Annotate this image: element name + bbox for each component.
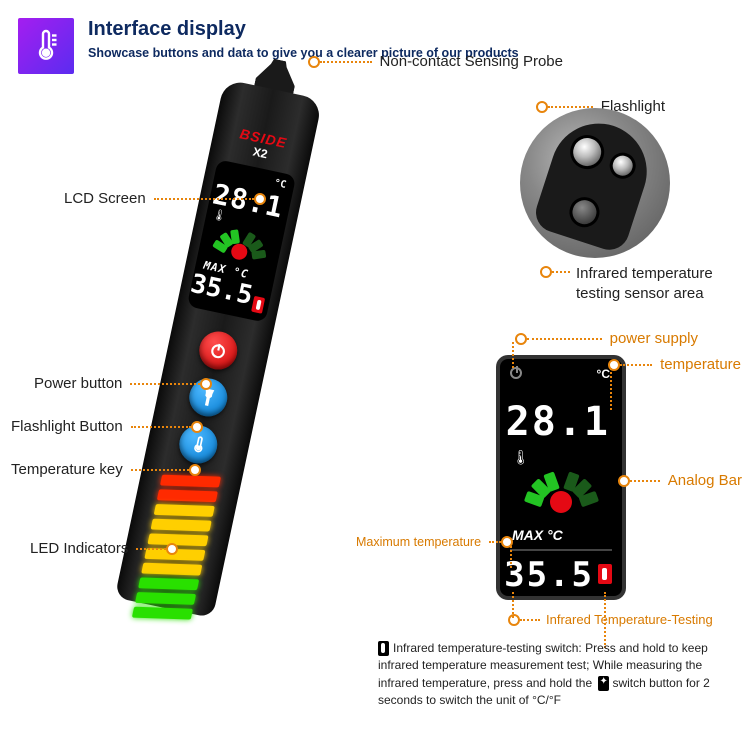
- led-bar: [135, 592, 196, 605]
- callout-power-button: Power button: [34, 375, 219, 392]
- temperature-reading: 28.1: [506, 399, 610, 445]
- led-bar: [154, 504, 215, 517]
- flashlight-detail: [520, 108, 670, 258]
- connector-line: [510, 546, 512, 568]
- led-bar: [157, 489, 218, 502]
- callout-flashlight-button: Flashlight Button: [11, 418, 211, 435]
- power-icon: [510, 367, 522, 379]
- ir-switch-icon: [378, 641, 389, 656]
- callout-temperature-key: Temperature key: [11, 461, 201, 478]
- device-illustration: BSIDE X2 °C 28.1 🌡 MAX °C 35.5: [115, 50, 329, 619]
- analog-dial: [211, 223, 270, 266]
- led-bar: [138, 577, 199, 590]
- infrared-icon: [251, 296, 265, 314]
- thermometer-small-icon: 🌡: [512, 449, 530, 466]
- lcd-panel-detail: °C 28.1 🌡 MAX °C 35.5: [496, 355, 626, 600]
- callout-lcd-screen: LCD Screen: [64, 190, 269, 207]
- footnote: Infrared temperature-testing switch: Pre…: [378, 640, 733, 710]
- infrared-icon: [598, 564, 612, 584]
- callout-ir-testing: Infrared Temperature-Testing: [508, 612, 738, 627]
- flashlight-lens-icon: [606, 149, 639, 182]
- flashlight-switch-icon: [598, 676, 609, 691]
- dial-center-icon: [550, 491, 572, 513]
- callout-probe: Non-contact Sensing Probe: [308, 53, 563, 70]
- callout-power-supply: power supply: [508, 330, 698, 347]
- power-button[interactable]: [196, 328, 241, 373]
- led-bar: [151, 519, 212, 532]
- page-title: Interface display: [88, 18, 519, 41]
- callout-temperature: temperature: [606, 356, 741, 373]
- callout-analog-bar: Analog Bar: [614, 472, 742, 489]
- connector-line: [512, 592, 514, 618]
- callout-ir-sensor: Infrared temperature testing sensor area: [540, 266, 740, 278]
- thermometer-small-icon: 🌡: [211, 207, 227, 223]
- max-label: MAX °C: [512, 527, 563, 543]
- device-body: BSIDE X2 °C 28.1 🌡 MAX °C 35.5: [115, 79, 323, 618]
- connector-line: [610, 368, 612, 410]
- divider: [510, 549, 612, 551]
- led-bar: [132, 607, 193, 620]
- lcd-screen: °C 28.1 🌡 MAX °C 35.5: [187, 159, 296, 322]
- analog-dial: [524, 469, 598, 513]
- callout-led-indicators: LED Indicators: [30, 540, 180, 557]
- callout-max-temperature: Maximum temperature: [356, 535, 516, 549]
- max-temperature-reading: 35.5: [504, 555, 594, 595]
- flashlight-lens-icon: [566, 131, 609, 174]
- connector-line: [512, 342, 514, 368]
- led-bar: [141, 563, 202, 576]
- thermometer-icon: [18, 18, 74, 74]
- ir-sensor-lens-icon: [566, 193, 604, 231]
